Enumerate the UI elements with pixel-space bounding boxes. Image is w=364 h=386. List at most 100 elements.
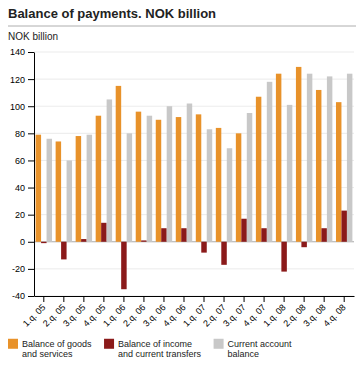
bar: [276, 74, 281, 242]
x-tick-mark: [143, 296, 144, 302]
y-tick-label: 20: [15, 210, 25, 220]
bar: [127, 133, 132, 241]
y-tick: -20: [12, 264, 34, 274]
bar: [287, 105, 292, 242]
bar-series: [47, 74, 353, 242]
bar: [167, 106, 172, 242]
bar: [116, 86, 121, 242]
bar: [341, 211, 346, 242]
x-axis-line: [35, 296, 355, 297]
bar: [136, 112, 141, 242]
bars: [36, 67, 353, 289]
x-tick-mark: [344, 296, 345, 302]
title: Balance of payments. NOK billion: [8, 6, 216, 21]
bar: [161, 228, 166, 242]
bar: [247, 113, 252, 242]
bar: [296, 67, 301, 242]
x-tick-mark: [183, 296, 184, 302]
bar: [347, 74, 352, 242]
y-tick-mark: [28, 79, 34, 80]
x-tick-mark: [224, 296, 225, 302]
y-tick-label: 140: [10, 47, 25, 57]
bar: [221, 242, 226, 265]
legend-swatch: [8, 339, 18, 349]
grid-line: [34, 296, 354, 297]
grid: [34, 52, 354, 296]
legend-label: Balance of goodsand services: [22, 339, 92, 359]
bar: [76, 136, 81, 242]
y-tick-mark: [28, 242, 34, 243]
legend-swatch: [104, 339, 114, 349]
y-tick-label: 40: [15, 183, 25, 193]
bar: [316, 90, 321, 242]
bar: [67, 160, 72, 241]
y-tick-mark: [28, 188, 34, 189]
bar: [227, 148, 232, 242]
y-tick-mark: [28, 296, 34, 297]
legend-item: Balance of incomeand current transfers: [104, 339, 202, 359]
bar: [207, 129, 212, 242]
bar: [96, 116, 101, 242]
y-tick: 140: [10, 47, 34, 57]
y-tick-label: -20: [12, 264, 25, 274]
grid-line: [34, 52, 354, 53]
y-axis-line: [34, 53, 35, 297]
grid-line: [34, 160, 354, 161]
x-tick-mark: [103, 296, 104, 302]
x-tick-label: 4.q. 08: [321, 302, 348, 329]
bar-series: [36, 67, 342, 242]
bar: [336, 102, 341, 242]
bar: [176, 117, 181, 242]
y-tick-label: 0: [20, 237, 25, 247]
y-tick: 80: [15, 129, 34, 139]
bar: [261, 228, 266, 242]
bar: [301, 242, 306, 247]
y-tick-mark: [28, 106, 34, 107]
bar: [307, 74, 312, 242]
bar: [101, 223, 106, 242]
bar: [87, 135, 92, 242]
bar: [256, 97, 261, 242]
bar: [141, 240, 146, 241]
y-tick: 40: [15, 183, 34, 193]
x-tick-mark: [264, 296, 265, 302]
bar: [321, 228, 326, 242]
bar: [327, 76, 332, 241]
bar: [61, 242, 66, 260]
bar: [267, 82, 272, 242]
legend-item: Current accountbalance: [214, 339, 293, 359]
plot: -40-200204060801001201401.q. 052.q. 053.…: [10, 47, 355, 328]
y-tick: 100: [10, 102, 34, 112]
grid-line: [34, 79, 354, 80]
x-tick: 4.q. 08: [321, 296, 348, 329]
y-tick: 60: [15, 156, 34, 166]
y-tick: 120: [10, 74, 34, 84]
bar: [201, 242, 206, 253]
grid-line: [34, 133, 354, 134]
y-tick-label: 60: [15, 156, 25, 166]
bar: [187, 104, 192, 242]
x-tick-mark: [43, 296, 44, 302]
x-tick-mark: [324, 296, 325, 302]
bar: [81, 239, 86, 242]
bar: [56, 141, 61, 241]
title-rule: [8, 26, 356, 27]
grid-line: [34, 268, 354, 269]
bar: [156, 120, 161, 242]
bar: [216, 128, 221, 242]
legend-item: Balance of goodsand services: [8, 339, 92, 359]
y-tick-label: 80: [15, 129, 25, 139]
x-tick-mark: [204, 296, 205, 302]
legend: Balance of goodsand services Balance of i…: [8, 339, 292, 359]
bar: [241, 219, 246, 242]
y-axis: -40 -20 0 20 40 60 80 100 120 140: [10, 47, 35, 301]
y-tick-label: -40: [12, 291, 25, 301]
x-tick-mark: [163, 296, 164, 302]
y-tick-mark: [28, 133, 34, 134]
y-tick-mark: [28, 160, 34, 161]
bar: [181, 228, 186, 242]
y-label: NOK billion: [8, 31, 58, 42]
y-tick-mark: [28, 215, 34, 216]
bar: [36, 135, 41, 242]
y-tick-mark: [28, 269, 34, 270]
